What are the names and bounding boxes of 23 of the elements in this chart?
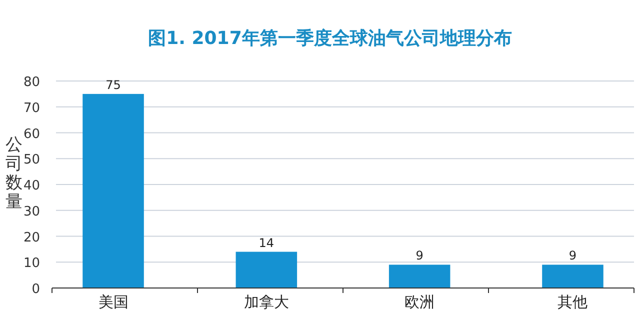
y-axis-title: 公司数量 (6, 135, 22, 212)
data-label: 9 (416, 248, 424, 263)
y-tick-label: 50 (23, 152, 40, 168)
x-tick-label: 其他 (558, 293, 588, 311)
x-tick-label: 加拿大 (244, 293, 289, 311)
y-tick-label: 10 (23, 256, 40, 272)
y-tick-label: 80 (23, 75, 40, 90)
y-tick-label: 60 (23, 126, 40, 142)
y-tick-label: 0 (32, 282, 40, 297)
x-tick-label: 美国 (98, 293, 128, 311)
data-label: 75 (106, 78, 121, 92)
bar (236, 252, 298, 288)
y-tick-label: 30 (23, 204, 40, 220)
y-tick-label: 40 (23, 178, 40, 194)
data-label: 14 (258, 236, 274, 250)
bar (542, 264, 604, 288)
x-tick-label: 欧洲 (404, 293, 435, 311)
bar (388, 264, 450, 288)
data-label: 9 (568, 248, 577, 263)
y-tick-label: 20 (23, 230, 40, 246)
chart-title: 图1. 2017年第一季度全球油气公司地理分布 (148, 28, 512, 49)
y-tick-label: 70 (23, 100, 40, 116)
bar (82, 94, 144, 288)
